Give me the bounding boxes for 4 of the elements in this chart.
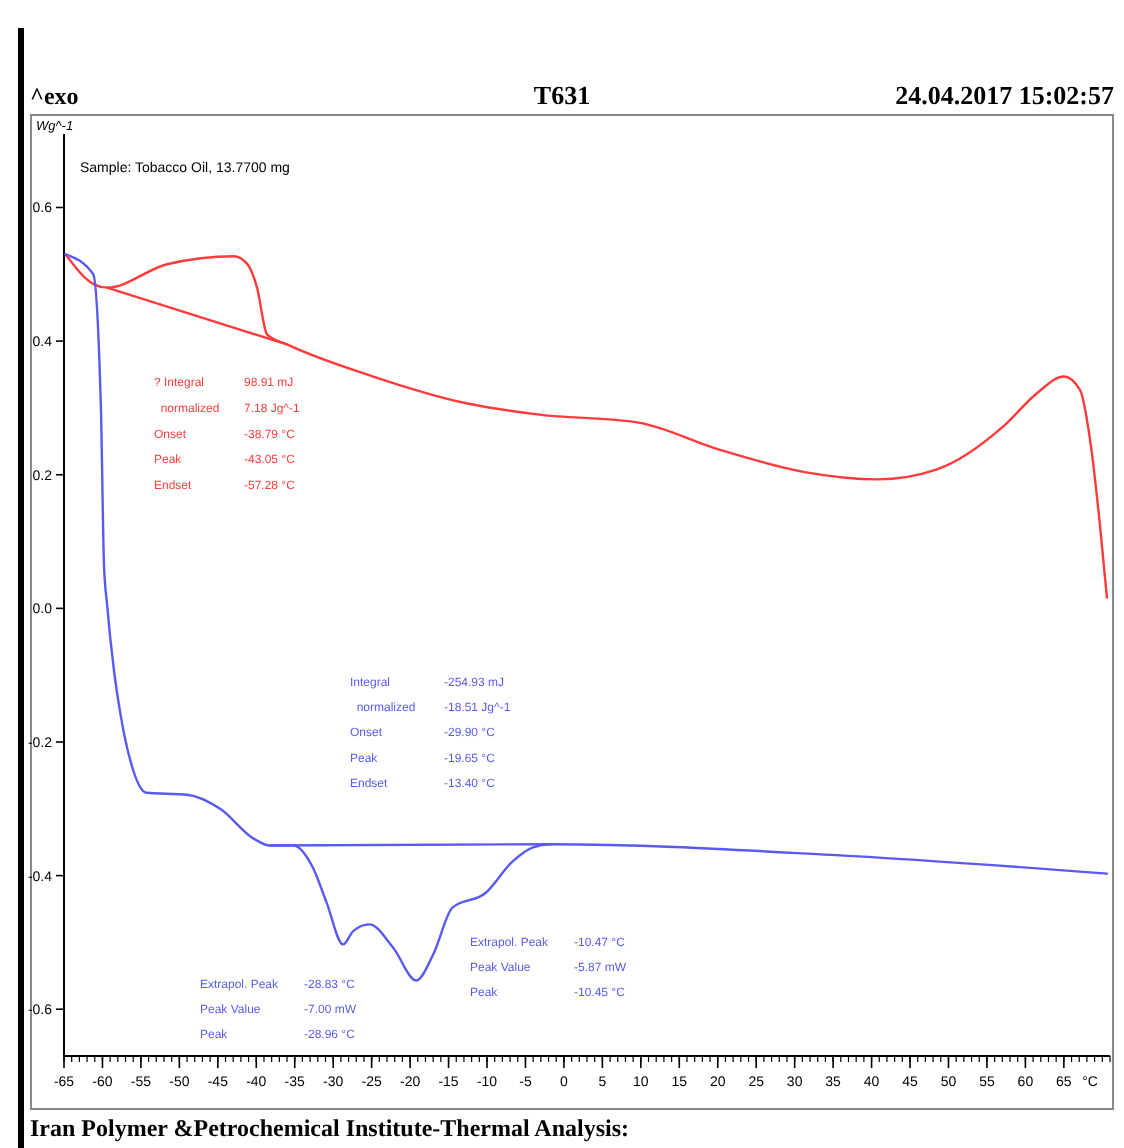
chart-subtitle: 24.04.2017 15:02:57 [895, 80, 1115, 110]
text: ^exo [30, 82, 79, 110]
text: Iran Polymer &Petrochemical Institute-Thermal Analysis: [30, 1114, 630, 1142]
chart-title: T631 [533, 80, 591, 110]
